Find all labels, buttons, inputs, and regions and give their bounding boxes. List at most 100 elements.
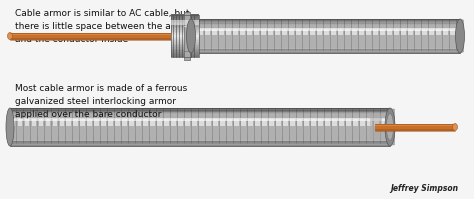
Bar [191,38,460,39]
FancyBboxPatch shape [261,20,267,52]
Bar [366,29,372,35]
Bar [10,112,390,114]
Bar [10,121,390,122]
FancyBboxPatch shape [219,109,227,145]
Bar [191,35,460,37]
Bar [191,24,460,25]
FancyBboxPatch shape [37,109,45,145]
FancyBboxPatch shape [421,20,428,52]
Ellipse shape [8,32,12,39]
Bar [192,119,198,126]
Bar [191,24,460,26]
Bar [122,119,128,126]
FancyBboxPatch shape [359,109,366,145]
Bar [290,29,294,35]
FancyBboxPatch shape [401,20,408,52]
Bar [262,29,266,35]
Bar [416,29,420,35]
Bar [191,49,460,51]
Bar [191,44,460,45]
Bar [325,29,329,35]
FancyBboxPatch shape [143,109,149,145]
Bar [191,25,460,27]
Bar [401,29,406,35]
Bar [191,21,460,22]
FancyBboxPatch shape [198,20,204,52]
FancyBboxPatch shape [338,109,346,145]
Bar [326,119,330,126]
FancyBboxPatch shape [199,109,205,145]
Bar [191,36,460,38]
Bar [10,110,390,112]
FancyBboxPatch shape [310,20,317,52]
FancyBboxPatch shape [456,20,464,52]
FancyBboxPatch shape [17,109,23,145]
FancyBboxPatch shape [164,109,171,145]
Bar [191,34,460,35]
FancyBboxPatch shape [86,109,93,145]
FancyBboxPatch shape [358,20,365,52]
Bar [247,29,253,35]
Bar [10,141,390,146]
Bar [10,115,390,117]
FancyBboxPatch shape [331,109,338,145]
Bar [359,29,365,35]
Bar [191,27,460,28]
Bar [171,41,199,44]
FancyBboxPatch shape [346,109,353,145]
Bar [235,119,239,126]
FancyBboxPatch shape [246,20,254,52]
Bar [10,107,390,109]
Bar [53,119,57,126]
Ellipse shape [385,108,395,146]
Bar [10,120,390,121]
Bar [171,29,199,32]
FancyBboxPatch shape [282,20,289,52]
Bar [171,24,199,27]
Bar [10,111,390,113]
Bar [191,46,460,47]
Bar [25,119,29,126]
Bar [381,29,385,35]
Bar [10,127,390,129]
Bar [332,119,337,126]
Bar [191,27,460,31]
Bar [191,29,460,31]
FancyBboxPatch shape [380,20,386,52]
Bar [234,29,238,35]
Bar [10,113,390,115]
Bar [191,37,460,39]
Bar [10,128,390,130]
FancyBboxPatch shape [388,109,394,145]
FancyBboxPatch shape [268,109,275,145]
Bar [191,42,460,44]
FancyBboxPatch shape [211,20,219,52]
Bar [191,47,460,49]
FancyBboxPatch shape [24,109,30,145]
Bar [318,29,322,35]
Bar [311,119,317,126]
FancyBboxPatch shape [191,20,198,52]
Bar [157,119,163,126]
Bar [338,29,344,35]
Bar [10,119,390,120]
FancyBboxPatch shape [191,109,199,145]
Bar [10,142,390,143]
Bar [171,38,199,40]
FancyBboxPatch shape [171,109,177,145]
FancyBboxPatch shape [204,20,211,52]
Bar [227,29,231,35]
FancyBboxPatch shape [234,109,240,145]
Bar [255,29,259,35]
Ellipse shape [186,19,195,53]
Bar [206,29,210,35]
Bar [191,19,460,20]
Bar [10,133,390,135]
FancyBboxPatch shape [226,20,232,52]
Bar [191,28,460,29]
Bar [248,119,254,126]
Bar [367,119,373,126]
Bar [191,43,460,45]
Bar [375,129,455,131]
Bar [171,21,199,23]
